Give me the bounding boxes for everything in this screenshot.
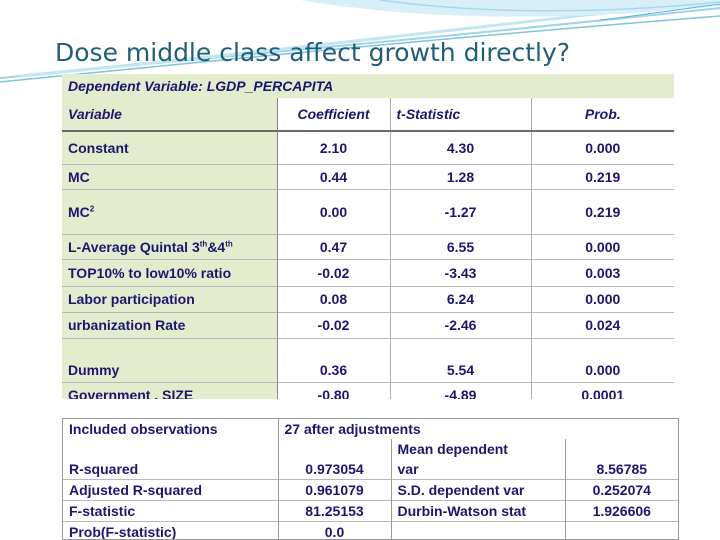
sd-dependent-label: S.D. dependent var [391, 479, 566, 501]
regression-table: Dependent Variable: LGDP_PERCAPITA Varia… [62, 74, 674, 399]
mean-dependent-label-line1: Mean dependent [391, 439, 566, 459]
header-row: Variable Coefficient t-Statistic Prob. [62, 98, 674, 132]
sd-dependent-value: 0.252074 [565, 479, 678, 501]
header-prob: Prob. [531, 98, 674, 132]
t-statistic-value: 6.24 [390, 285, 532, 312]
prob-value: 0.024 [531, 311, 674, 338]
coefficient-value: -0.02 [277, 311, 391, 338]
t-statistic-value: 5.54 [390, 337, 532, 382]
table-row: Mean dependent [63, 439, 678, 459]
prob-value: 0.0001 [531, 381, 674, 399]
table-row: Adjusted R-squared 0.961079 S.D. depende… [63, 479, 678, 501]
mean-dependent-label-line2: var [391, 459, 566, 480]
variable-name: Dummy [62, 337, 278, 382]
dependent-variable-row: Dependent Variable: LGDP_PERCAPITA [62, 74, 674, 98]
variable-name: L-Average Quintal 3th&4th [62, 233, 278, 259]
t-statistic-value: -2.46 [390, 311, 532, 338]
table-row: L-Average Quintal 3th&4th 0.47 6.55 0.00… [62, 233, 674, 259]
table-row: F-statistic 81.25153 Durbin-Watson stat … [63, 500, 678, 522]
table-row: MC2 0.00 -1.27 0.219 [62, 188, 674, 234]
table-row: MC 0.44 1.28 0.219 [62, 163, 674, 189]
table-row: R-squared 0.973054 var 8.56785 [63, 459, 678, 480]
dependent-variable-label: Dependent Variable: LGDP_PERCAPITA [62, 74, 674, 98]
r-squared-value: 0.973054 [278, 459, 392, 480]
table-row: urbanization Rate -0.02 -2.46 0.024 [62, 311, 674, 338]
header-swoosh-decoration [0, 0, 720, 83]
variable-name: Government . SIZE [62, 381, 278, 399]
t-statistic-value: 4.30 [390, 130, 532, 164]
prob-value: 0.000 [531, 337, 674, 382]
table-row: Labor participation 0.08 6.24 0.000 [62, 285, 674, 312]
table-row: Government . SIZE -0.80 -4.89 0.0001 [62, 381, 674, 399]
prob-value: 0.003 [531, 258, 674, 286]
prob-f-statistic-value: 0.0 [278, 521, 392, 539]
header-coefficient: Coefficient [277, 98, 391, 132]
prob-value: 0.000 [531, 130, 674, 164]
prob-value: 0.000 [531, 233, 674, 259]
variable-name: MC [62, 163, 278, 189]
durbin-watson-label: Durbin-Watson stat [391, 500, 566, 522]
adjusted-r-squared-label: Adjusted R-squared [63, 479, 279, 501]
table-row: Constant 2.10 4.30 0.000 [62, 130, 674, 164]
included-observations-label: Included observations [63, 419, 279, 439]
coefficient-value: 0.44 [277, 163, 391, 189]
t-statistic-value: -1.27 [390, 188, 532, 234]
coefficient-value: 0.36 [277, 337, 391, 382]
header-t-statistic: t-Statistic [390, 98, 532, 132]
slide-title: Dose middle class affect growth directly… [55, 38, 571, 67]
coefficient-value: -0.02 [277, 258, 391, 286]
variable-name: MC2 [62, 188, 278, 234]
prob-value: 0.219 [531, 163, 674, 189]
coefficient-value: 2.10 [277, 130, 391, 164]
variable-name: Constant [62, 130, 278, 164]
f-statistic-label: F-statistic [63, 500, 279, 522]
header-variable: Variable [62, 98, 278, 132]
variable-name: urbanization Rate [62, 311, 278, 338]
t-statistic-value: 1.28 [390, 163, 532, 189]
prob-value: 0.219 [531, 188, 674, 234]
table-row: Prob(F-statistic) 0.0 [63, 521, 678, 539]
r-squared-label: R-squared [63, 459, 279, 480]
mean-dependent-value: 8.56785 [596, 461, 648, 477]
variable-name: Labor participation [62, 285, 278, 312]
coefficient-value: 0.08 [277, 285, 391, 312]
table-row: TOP10% to low10% ratio -0.02 -3.43 0.003 [62, 258, 674, 286]
variable-name: TOP10% to low10% ratio [62, 258, 278, 286]
summary-stats-table: Included observations 27 after adjustmen… [62, 418, 679, 540]
f-statistic-value: 81.25153 [278, 500, 392, 522]
t-statistic-value: -3.43 [390, 258, 532, 286]
coefficient-value: 0.47 [277, 233, 391, 259]
prob-f-statistic-label: Prob(F-statistic) [63, 521, 279, 539]
t-statistic-value: -4.89 [390, 381, 532, 399]
prob-value: 0.000 [531, 285, 674, 312]
table-row: Included observations 27 after adjustmen… [63, 419, 678, 439]
coefficient-value: -0.80 [277, 381, 391, 399]
table-row: Dummy 0.36 5.54 0.000 [62, 337, 674, 382]
t-statistic-value: 6.55 [390, 233, 532, 259]
coefficient-value: 0.00 [277, 188, 391, 234]
included-observations-value: 27 after adjustments [284, 421, 421, 437]
durbin-watson-value: 1.926606 [565, 500, 678, 522]
adjusted-r-squared-value: 0.961079 [278, 479, 392, 501]
